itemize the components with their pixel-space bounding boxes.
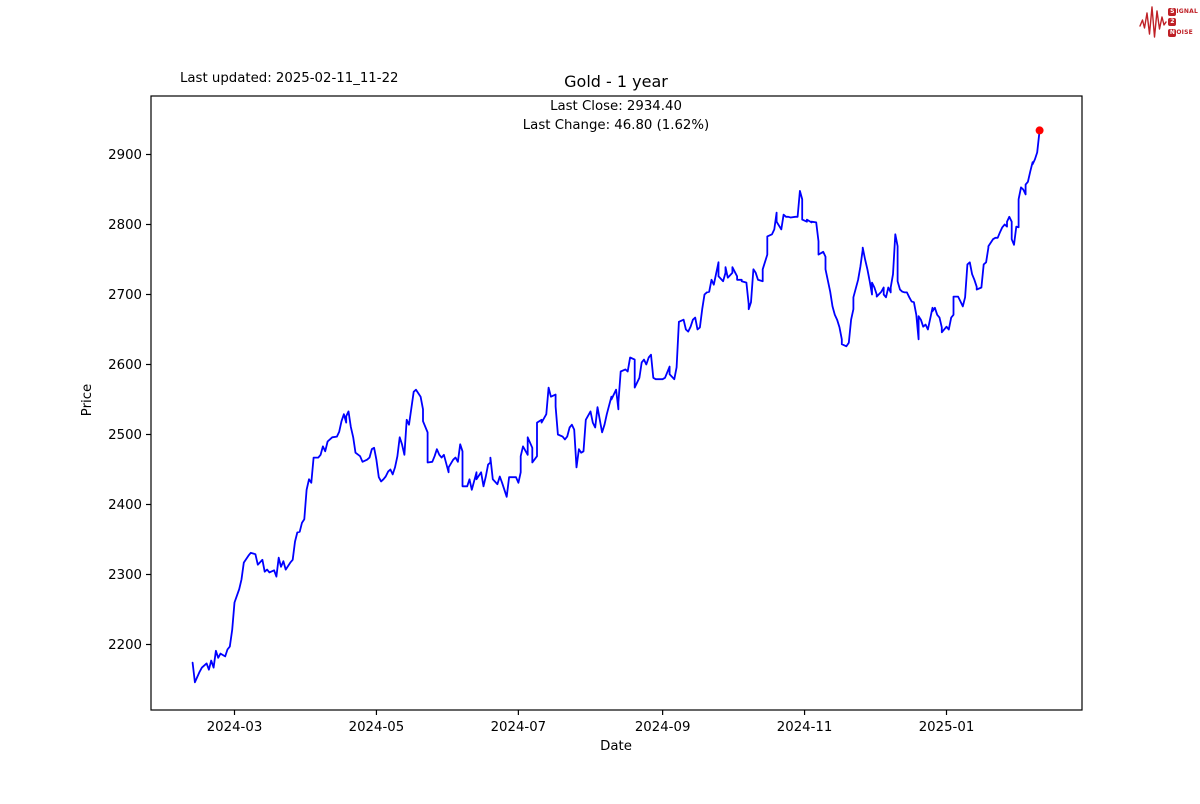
y-axis-ticks: 2200 2300 2400 2500 2600 2700 2800 2900 [108, 148, 151, 653]
last-price-marker [1035, 126, 1044, 135]
y-tick-label: 2400 [108, 498, 142, 513]
plot-frame [150, 95, 1083, 711]
logo-word-signal: IGNAL [1176, 7, 1198, 15]
logo-text: S IGNAL 2 N OISE [1168, 7, 1198, 37]
x-tick-label: 2025-01 [919, 720, 975, 735]
last-updated-label: Last updated: 2025-02-11_11-22 [180, 71, 398, 86]
y-tick-label: 2300 [108, 568, 142, 583]
x-tick-label: 2024-09 [635, 720, 691, 735]
y-tick-label: 2800 [108, 218, 142, 233]
gold-price-line [191, 129, 1041, 684]
logo-badge-2: 2 [1168, 18, 1177, 26]
x-tick-label: 2024-11 [777, 720, 833, 735]
y-tick-label: 2900 [108, 148, 142, 163]
logo-badge-s: S [1168, 7, 1177, 16]
x-tick-label: 2024-05 [349, 720, 405, 735]
x-axis-ticks: 2024-03 2024-05 2024-07 2024-09 2024-11 2025-… [207, 710, 975, 735]
y-axis-label: Price [80, 384, 95, 416]
logo-row-noise: N OISE [1168, 28, 1198, 37]
logo-word-noise: OISE [1176, 28, 1193, 36]
logo-row-signal: S IGNAL [1168, 7, 1198, 16]
y-tick-label: 2700 [108, 288, 142, 303]
x-tick-label: 2024-03 [207, 720, 263, 735]
x-axis-label: Date [600, 739, 632, 754]
y-tick-label: 2600 [108, 358, 142, 373]
logo-badge-n: N [1168, 28, 1177, 37]
annotation-last-close: Last Close: 2934.40 [550, 99, 682, 114]
waveform-icon [1139, 6, 1168, 38]
annotation-last-change: Last Change: 46.80 (1.62%) [523, 118, 709, 133]
y-tick-label: 2200 [108, 638, 142, 653]
signal2noise-logo: S IGNAL 2 N OISE [1139, 3, 1198, 41]
chart-title: Gold - 1 year [564, 72, 668, 91]
y-tick-label: 2500 [108, 428, 142, 443]
x-tick-label: 2024-07 [491, 720, 547, 735]
logo-row-2: 2 [1168, 18, 1198, 26]
